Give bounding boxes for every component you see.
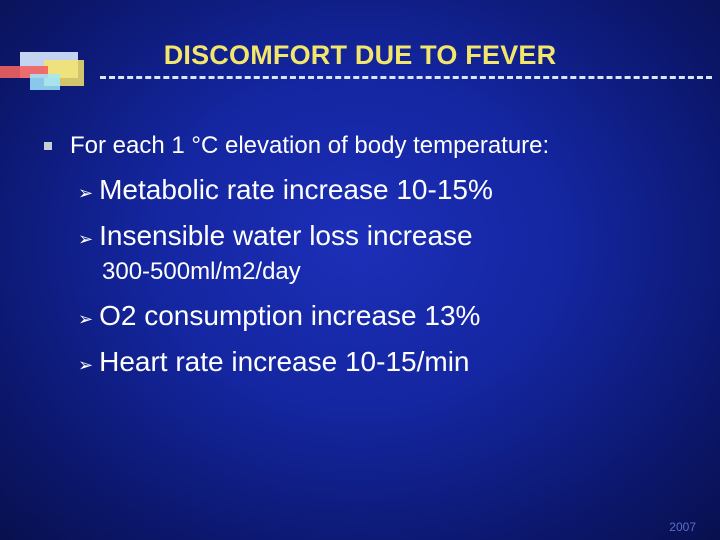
square-bullet-icon <box>44 142 52 150</box>
corner-logo-decoration <box>0 46 100 92</box>
logo-square-cyan <box>30 74 60 90</box>
sub-bullet-continuation: 300-500ml/m2/day <box>102 258 301 285</box>
sub-bullet-metabolic: ➢ Metabolic rate increase 10-15% <box>78 174 493 206</box>
arrow-bullet-icon: ➢ <box>78 355 94 375</box>
main-bullet-text: For each 1 °C elevation of body temperat… <box>70 132 550 159</box>
title-underline <box>100 76 712 79</box>
main-bullet: For each 1 °C elevation of body temperat… <box>44 132 549 160</box>
arrow-bullet-icon: ➢ <box>78 309 94 329</box>
footer-year: 2007 <box>669 520 696 534</box>
slide-title: DISCOMFORT DUE TO FEVER <box>163 40 557 70</box>
sub-bullet-text: Heart rate increase 10-15/min <box>99 346 470 377</box>
sub-bullet-text: O2 consumption increase 13% <box>99 300 481 331</box>
sub-bullet-heart-rate: ➢ Heart rate increase 10-15/min <box>78 346 470 378</box>
sub-bullet-text: Insensible water loss increase <box>99 220 473 251</box>
sub-bullet-water-loss: ➢ Insensible water loss increase <box>78 220 473 252</box>
arrow-bullet-icon: ➢ <box>78 229 94 249</box>
sub-bullet-oxygen: ➢ O2 consumption increase 13% <box>78 300 480 332</box>
arrow-bullet-icon: ➢ <box>78 183 94 203</box>
sub-bullet-text: Metabolic rate increase 10-15% <box>99 174 493 205</box>
